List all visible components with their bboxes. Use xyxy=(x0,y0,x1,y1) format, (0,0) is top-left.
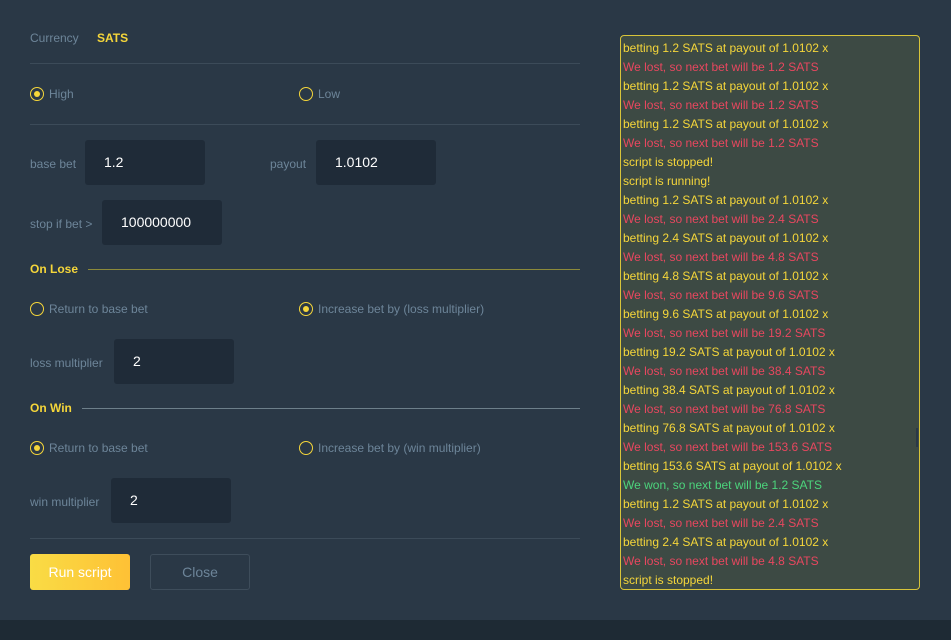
log-line: betting 2.4 SATS at payout of 1.0102 x xyxy=(623,231,829,245)
log-line: betting 1.2 SATS at payout of 1.0102 x xyxy=(623,41,829,55)
base-bet-input[interactable]: 1.2 xyxy=(85,140,205,185)
log-line: betting 1.2 SATS at payout of 1.0102 x xyxy=(623,193,829,207)
loss-multiplier-input[interactable]: 2 xyxy=(114,339,234,384)
loss-multiplier-label: loss multiplier xyxy=(30,356,103,370)
currency-value: SATS xyxy=(97,31,129,45)
on-win-return-radio[interactable]: Return to base bet xyxy=(30,441,148,455)
log-line: script is running! xyxy=(623,174,711,188)
footer-bar xyxy=(0,620,951,640)
divider xyxy=(30,124,580,125)
log-line: betting 1.2 SATS at payout of 1.0102 x xyxy=(623,117,829,131)
log-line: We lost, so next bet will be 76.8 SATS xyxy=(623,402,826,416)
log-line: We lost, so next bet will be 4.8 SATS xyxy=(623,250,819,264)
radio-label: Increase bet by (win multiplier) xyxy=(318,441,481,455)
on-win-section-title: On Win xyxy=(30,401,580,415)
log-line: script is stopped! xyxy=(623,155,714,169)
on-lose-return-radio[interactable]: Return to base bet xyxy=(30,302,148,316)
payout-label: payout xyxy=(270,157,307,171)
log-line: We lost, so next bet will be 19.2 SATS xyxy=(623,326,826,340)
stop-if-bet-input[interactable]: 100000000 xyxy=(102,200,222,245)
close-button[interactable]: Close xyxy=(150,554,250,590)
log-line: betting 2.4 SATS at payout of 1.0102 x xyxy=(623,535,829,549)
log-line: betting 38.4 SATS at payout of 1.0102 x xyxy=(623,383,835,397)
stop-if-bet-label: stop if bet > xyxy=(30,217,93,231)
radio-unchecked-icon xyxy=(299,87,313,101)
radio-checked-icon xyxy=(299,302,313,316)
script-log[interactable]: betting 1.2 SATS at payout of 1.0102 x We… xyxy=(620,35,920,590)
log-line: We lost, so next bet will be 4.8 SATS xyxy=(623,554,819,568)
log-line: We lost, so next bet will be 1.2 SATS xyxy=(623,98,819,112)
log-line: betting 1.2 SATS at payout of 1.0102 x xyxy=(623,79,829,93)
radio-label: Return to base bet xyxy=(49,441,148,455)
log-line: betting 76.8 SATS at payout of 1.0102 x xyxy=(623,421,835,435)
radio-label: Return to base bet xyxy=(49,302,148,316)
log-line: We lost, so next bet will be 9.6 SATS xyxy=(623,288,819,302)
payout-input[interactable]: 1.0102 xyxy=(316,140,436,185)
radio-checked-icon xyxy=(30,441,44,455)
divider xyxy=(30,63,580,64)
radio-unchecked-icon xyxy=(299,441,313,455)
radio-label: Increase bet by (loss multiplier) xyxy=(318,302,485,316)
radio-unchecked-icon xyxy=(30,302,44,316)
log-line: We lost, so next bet will be 38.4 SATS xyxy=(623,364,826,378)
currency-label: Currency xyxy=(30,31,79,45)
win-multiplier-label: win multiplier xyxy=(30,495,100,509)
log-line: We lost, so next bet will be 2.4 SATS xyxy=(623,516,819,530)
log-line: We won, so next bet will be 1.2 SATS xyxy=(623,478,822,492)
scrollbar[interactable] xyxy=(916,428,918,447)
log-line: We lost, so next bet will be 1.2 SATS xyxy=(623,60,819,74)
radio-label: High xyxy=(49,87,74,101)
divider xyxy=(30,538,580,539)
log-line: We lost, so next bet will be 2.4 SATS xyxy=(623,212,819,226)
base-bet-label: base bet xyxy=(30,157,77,171)
radio-label: Low xyxy=(318,87,341,101)
radio-high[interactable]: High xyxy=(30,87,74,101)
log-line: betting 153.6 SATS at payout of 1.0102 x xyxy=(623,459,842,473)
log-line: betting 1.2 SATS at payout of 1.0102 x xyxy=(623,497,829,511)
log-line: We lost, so next bet will be 1.2 SATS xyxy=(623,136,819,150)
on-win-increase-radio[interactable]: Increase bet by (win multiplier) xyxy=(299,441,481,455)
log-line: script is stopped! xyxy=(623,573,714,587)
win-multiplier-input[interactable]: 2 xyxy=(111,478,231,523)
log-line: betting 19.2 SATS at payout of 1.0102 x xyxy=(623,345,835,359)
run-script-button[interactable]: Run script xyxy=(30,554,130,590)
log-line: We lost, so next bet will be 153.6 SATS xyxy=(623,440,832,454)
on-lose-section-title: On Lose xyxy=(30,262,580,276)
radio-low[interactable]: Low xyxy=(299,87,340,101)
log-line: betting 4.8 SATS at payout of 1.0102 x xyxy=(623,269,829,283)
log-line: betting 9.6 SATS at payout of 1.0102 x xyxy=(623,307,829,321)
on-lose-increase-radio[interactable]: Increase bet by (loss multiplier) xyxy=(299,302,484,316)
radio-checked-icon xyxy=(30,87,44,101)
